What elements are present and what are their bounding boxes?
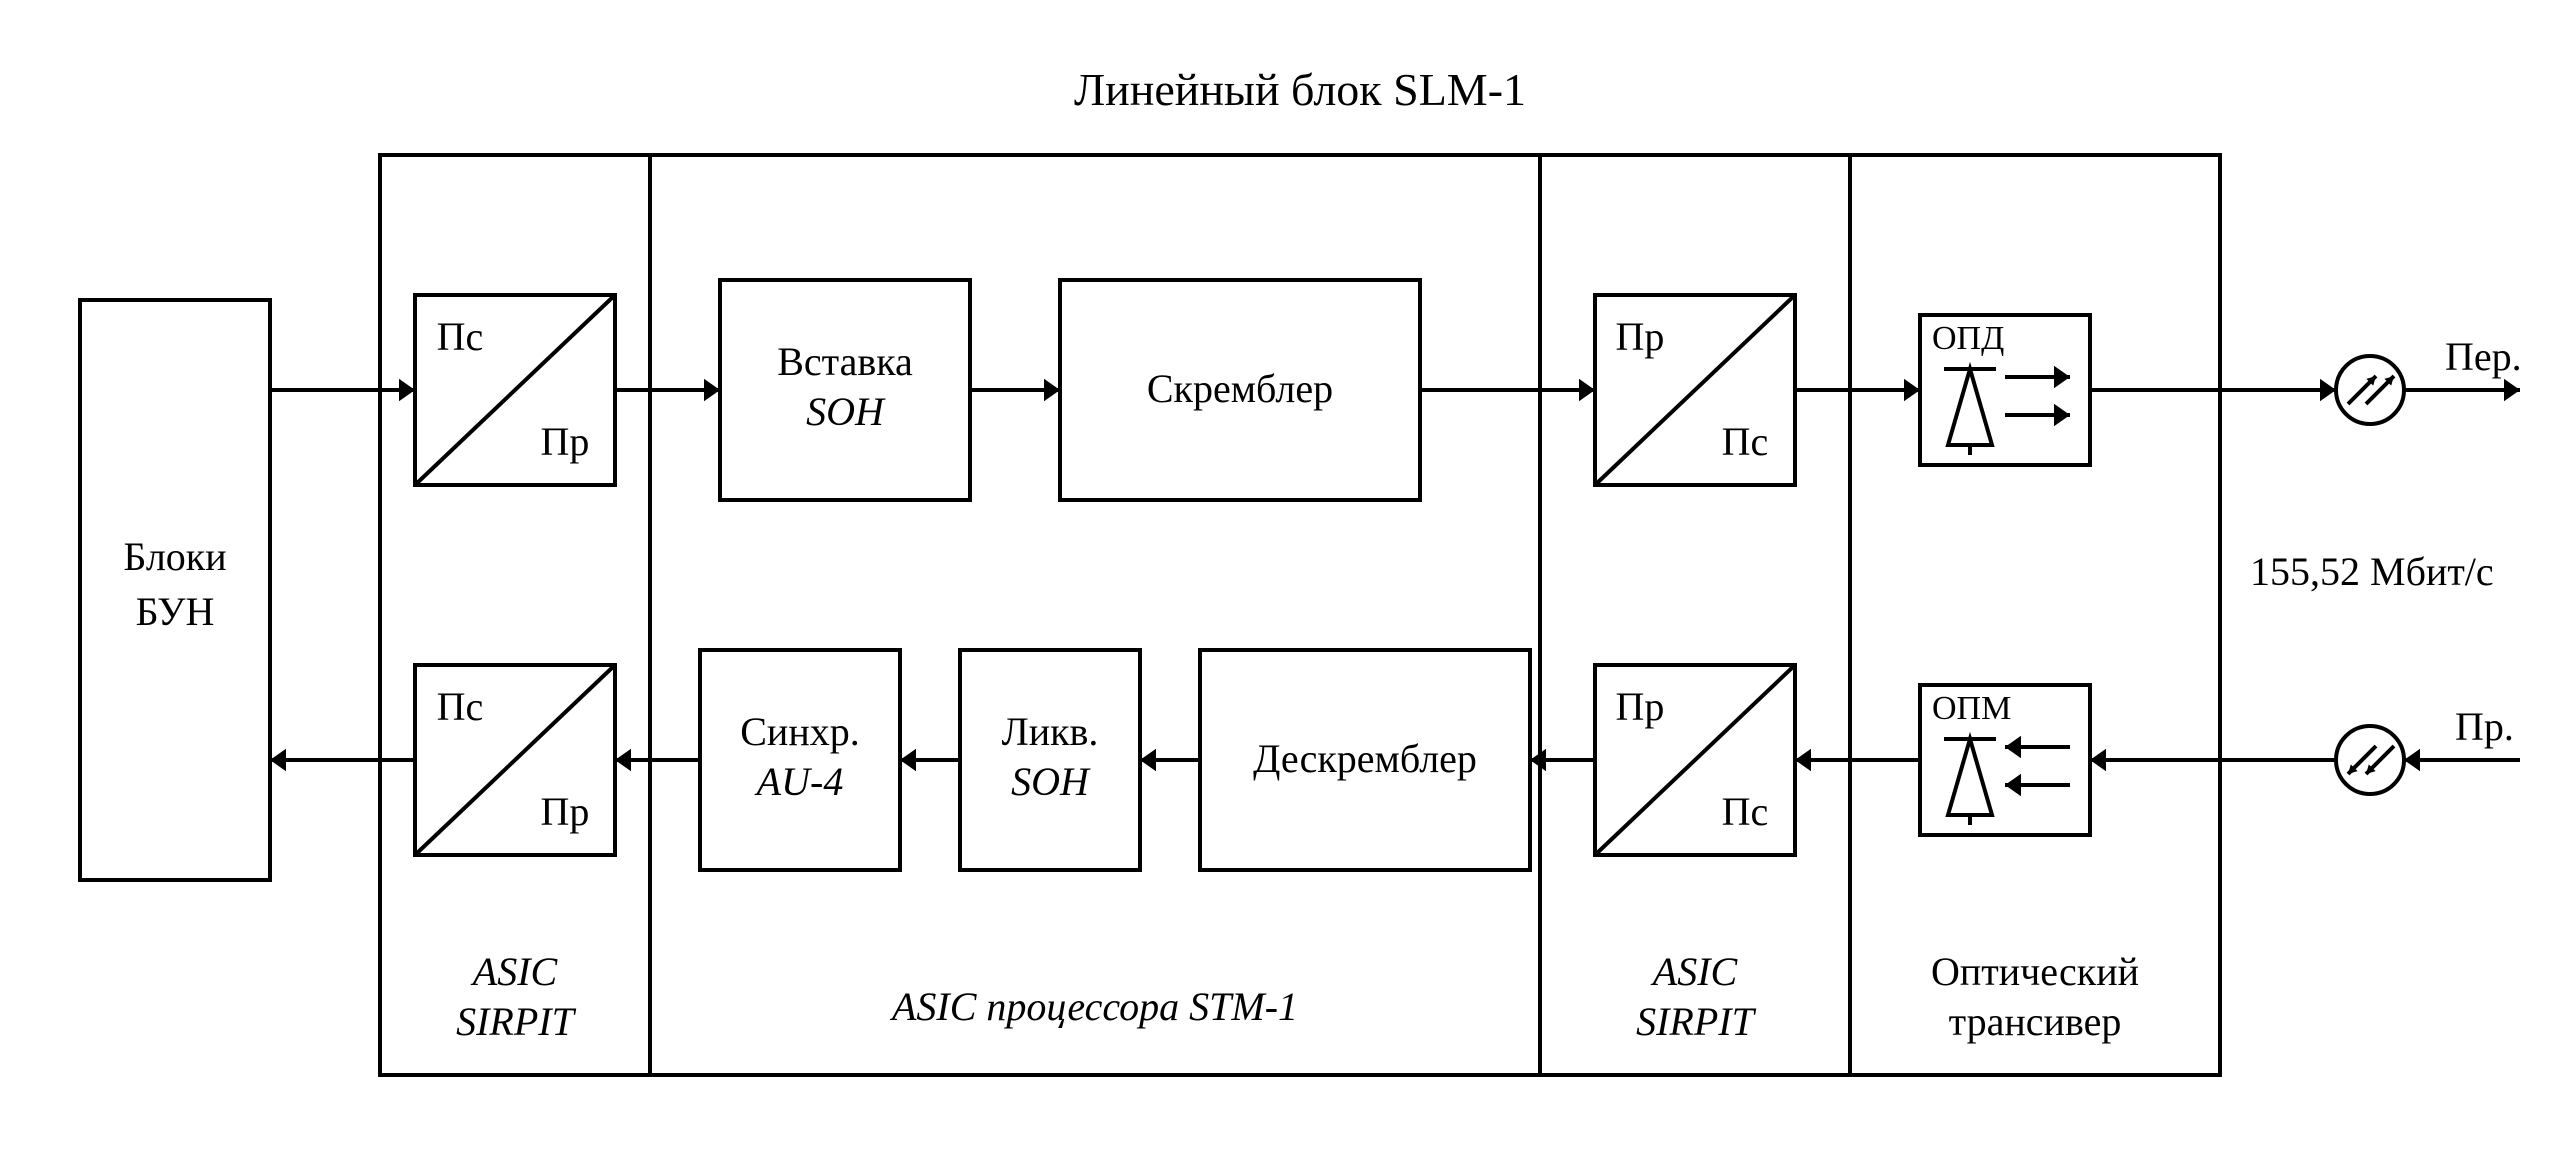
arrowhead <box>1579 379 1595 401</box>
arrowhead <box>2090 749 2106 771</box>
arrowhead <box>900 749 916 771</box>
label: Вставка <box>777 339 913 384</box>
asic-left-1: ASIC <box>470 949 559 994</box>
diode-tri <box>1948 739 1992 815</box>
arrowhead <box>2054 366 2070 388</box>
trans-1: Оптический <box>1931 949 2139 994</box>
asic-mid: ASIC процессора STM-1 <box>889 984 1298 1029</box>
arrowhead <box>1140 749 1156 771</box>
opd-label: ОПД <box>1932 320 2004 357</box>
arrowhead <box>2320 379 2336 401</box>
label: Ликв. <box>1002 709 1099 754</box>
label: Синхр. <box>740 709 860 754</box>
arrowhead <box>1044 379 1060 401</box>
arrowhead <box>704 379 720 401</box>
arrowhead <box>615 749 631 771</box>
bun-2: БУН <box>136 589 215 634</box>
fiber-rx <box>2336 726 2404 794</box>
label-prx: Пр. <box>2455 704 2514 749</box>
arrowhead <box>2005 774 2021 796</box>
arrowhead <box>1904 379 1920 401</box>
opm-label: ОПМ <box>1932 690 2011 727</box>
arrowhead <box>270 749 286 771</box>
label: SOH <box>1011 759 1091 804</box>
label-rate: 155,52 Мбит/с <box>2250 549 2494 594</box>
arrowhead <box>1795 749 1811 771</box>
asic-right-2: SIRPIT <box>1636 999 1757 1044</box>
prps-top-right-pr: Пр <box>1616 314 1665 359</box>
arrowhead <box>2005 736 2021 758</box>
label: Дескремблер <box>1253 736 1477 781</box>
diagram-title: Линейный блок SLM-1 <box>1074 64 1526 115</box>
container-slm1 <box>380 155 2220 1075</box>
prps-bot-right-ps: Пс <box>1722 789 1769 834</box>
label: AU-4 <box>754 759 844 804</box>
fiber-tx <box>2336 356 2404 424</box>
arrowhead <box>399 379 415 401</box>
bun-1: Блоки <box>123 534 226 579</box>
asic-left-2: SIRPIT <box>456 999 577 1044</box>
pspr-bot-left-pr: Пр <box>541 789 590 834</box>
pspr-bot-left-ps: Пс <box>437 684 484 729</box>
label: Скремблер <box>1147 366 1333 411</box>
pspr-top-left-ps: Пс <box>437 314 484 359</box>
prps-bot-right-pr: Пр <box>1616 684 1665 729</box>
label-per: Пер. <box>2445 334 2522 379</box>
trans-2: трансивер <box>1949 999 2122 1044</box>
label: SOH <box>806 389 886 434</box>
arrowhead <box>2054 404 2070 426</box>
diode-tri <box>1948 369 1992 445</box>
pspr-top-left-pr: Пр <box>541 419 590 464</box>
asic-right-1: ASIC <box>1650 949 1739 994</box>
prps-top-right-ps: Пс <box>1722 419 1769 464</box>
arrowhead <box>2504 379 2520 401</box>
